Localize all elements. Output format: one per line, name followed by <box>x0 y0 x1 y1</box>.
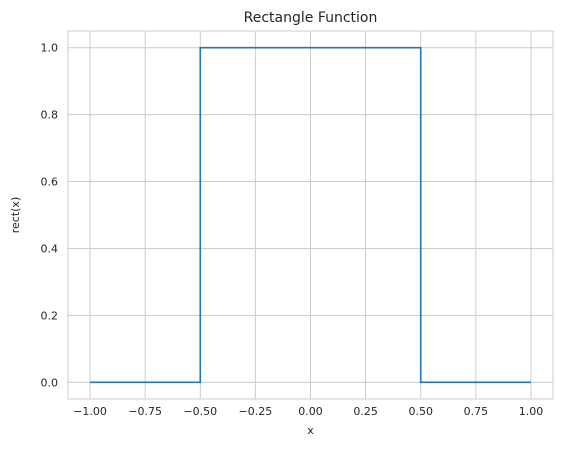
y-tick-label: 0.8 <box>41 109 59 122</box>
chart-title: Rectangle Function <box>244 10 378 26</box>
x-tick-label: 0.25 <box>353 405 378 418</box>
y-tick-label: 0.4 <box>41 242 59 255</box>
x-axis-title: x <box>307 424 314 437</box>
x-tick-label: −0.50 <box>183 405 217 418</box>
x-tick-label: 1.00 <box>519 405 544 418</box>
series-layer <box>90 46 531 384</box>
x-tick-label: −0.75 <box>128 405 162 418</box>
x-tick-label: −0.25 <box>239 405 273 418</box>
series-line <box>90 46 531 384</box>
y-tick-label: 0.6 <box>41 176 59 189</box>
y-tick-labels: 0.0 0.2 0.4 0.6 0.8 1.0 <box>41 42 59 390</box>
plot-frame <box>67 30 554 400</box>
y-axis-title: rect(x) <box>9 197 22 234</box>
x-tick-label: 0.75 <box>464 405 489 418</box>
y-tick-label: 0.2 <box>41 309 59 322</box>
y-tick-label: 1.0 <box>41 42 59 55</box>
x-tick-labels: −1.00 −0.75 −0.50 −0.25 0.00 0.25 0.50 0.75 1.00 <box>73 405 543 418</box>
x-tick-label: 0.50 <box>408 405 433 418</box>
x-tick-label: −1.00 <box>73 405 107 418</box>
x-tick-label: 0.00 <box>298 405 323 418</box>
grid <box>68 31 553 399</box>
y-tick-label: 0.0 <box>41 376 59 389</box>
